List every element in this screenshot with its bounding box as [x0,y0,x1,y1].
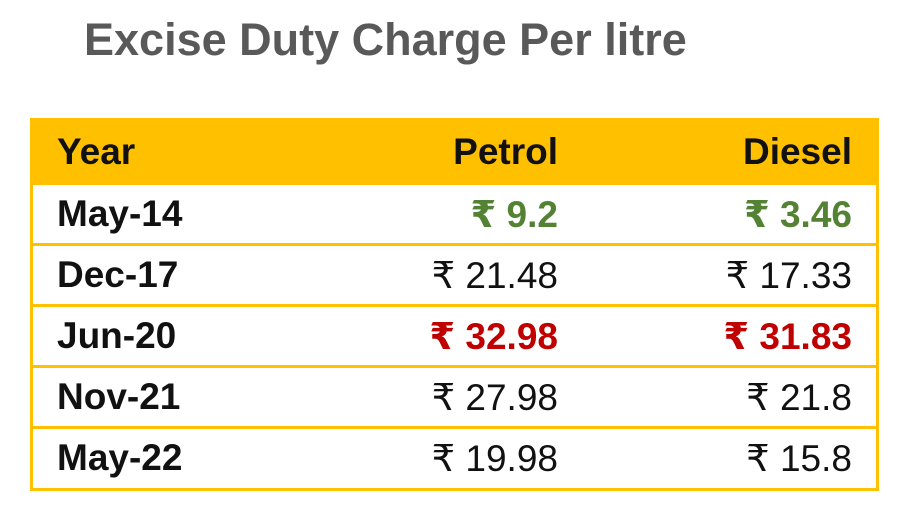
petrol-cell: ₹ 27.98 [431,376,558,418]
year-cell: May-14 [57,193,183,234]
diesel-cell: ₹ 15.8 [746,437,852,479]
header-cell: Year [57,130,136,172]
diesel-cell: ₹ 31.83 [723,315,852,357]
header-cell: Diesel [742,130,852,172]
table-row: May-22 ₹ 19.98 ₹ 15.8 [33,426,876,487]
table-row: Nov-21 ₹ 27.98 ₹ 21.8 [33,365,876,426]
table-row: May-14 ₹ 9.2 ₹ 3.46 [33,182,876,243]
table-row: Dec-17 ₹ 21.48 ₹ 17.33 [33,243,876,304]
diesel-cell: ₹ 17.33 [725,254,852,296]
petrol-cell: ₹ 9.2 [470,193,558,235]
petrol-cell: ₹ 32.98 [429,315,558,357]
title: Excise Duty Charge Per litre [84,14,687,65]
diesel-cell: ₹ 3.46 [743,193,852,235]
year-cell: May-22 [57,437,183,478]
table: Year Petrol Diesel May-14 ₹ 9.2 ₹ 3.46 D… [30,118,879,491]
year-cell: Jun-20 [57,315,177,356]
year-cell: Dec-17 [57,254,179,295]
table-row: Jun-20 ₹ 32.98 ₹ 31.83 [33,304,876,365]
year-cell: Nov-21 [57,376,181,417]
diesel-cell: ₹ 21.8 [746,376,852,418]
header-row: Year Petrol Diesel [33,121,876,182]
header-cell: Petrol [453,130,558,172]
petrol-cell: ₹ 19.98 [431,437,558,479]
petrol-cell: ₹ 21.48 [431,254,558,296]
